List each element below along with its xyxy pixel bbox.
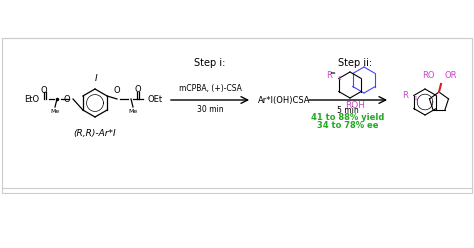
Text: 41 to 88% yield: 41 to 88% yield (311, 113, 385, 122)
FancyBboxPatch shape (2, 38, 472, 193)
Text: 30 min: 30 min (197, 105, 223, 114)
Text: ROH: ROH (345, 101, 365, 110)
Text: Step i:: Step i: (194, 58, 226, 68)
Text: Ar*I(OH)CSA: Ar*I(OH)CSA (258, 95, 310, 104)
Text: OEt: OEt (148, 94, 163, 103)
Text: EtO: EtO (24, 94, 39, 103)
Text: R: R (326, 70, 332, 80)
Text: O: O (135, 85, 141, 94)
Text: Me: Me (50, 109, 60, 114)
Text: =: = (329, 70, 335, 76)
Text: OR: OR (445, 71, 457, 80)
Text: R: R (402, 91, 408, 99)
Text: 1: 1 (413, 95, 417, 100)
Text: O: O (41, 86, 47, 95)
Text: (R,R)-Ar*I: (R,R)-Ar*I (73, 129, 116, 138)
Text: I: I (95, 74, 97, 83)
Text: 34 to 78% ee: 34 to 78% ee (317, 121, 379, 130)
Text: Me: Me (128, 109, 137, 114)
Text: RO: RO (422, 71, 435, 80)
Text: Step ii:: Step ii: (338, 58, 372, 68)
Text: 5 min: 5 min (337, 106, 359, 115)
Text: O: O (64, 94, 70, 103)
Text: mCPBA, (+)-CSA: mCPBA, (+)-CSA (179, 84, 241, 93)
Text: 1: 1 (337, 75, 341, 81)
Text: O: O (114, 86, 120, 95)
